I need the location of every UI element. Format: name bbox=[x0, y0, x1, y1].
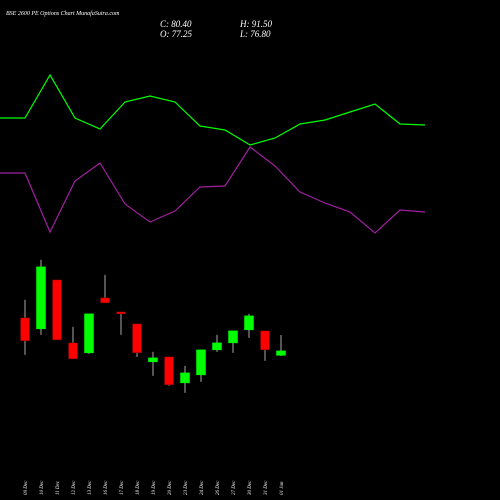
candle-body bbox=[180, 372, 190, 384]
x-tick-label: 17 Dec bbox=[120, 480, 125, 495]
candle-body bbox=[164, 356, 174, 386]
x-tick-label: 26 Dec bbox=[216, 480, 221, 495]
x-tick-label: 31 Dec bbox=[264, 480, 269, 495]
candle-body bbox=[228, 330, 238, 344]
x-tick-label: 10 Dec bbox=[40, 480, 45, 495]
candle-body bbox=[212, 342, 222, 351]
x-tick-label: 24 Dec bbox=[200, 480, 205, 495]
x-tick-label: 12 Dec bbox=[72, 480, 77, 495]
x-tick-label: 23 Dec bbox=[184, 480, 189, 495]
ohlc-high: H: 91.50 bbox=[239, 19, 272, 29]
candle-body bbox=[20, 317, 30, 342]
x-tick-label: 01 Jan bbox=[280, 481, 285, 495]
candle-body bbox=[132, 323, 142, 354]
x-tick-label: 30 Dec bbox=[248, 480, 253, 495]
x-tick-label: 16 Dec bbox=[104, 480, 109, 495]
x-tick-label: 20 Dec bbox=[168, 480, 173, 495]
candle-body bbox=[244, 315, 254, 331]
x-tick-label: 13 Dec bbox=[88, 480, 93, 495]
x-tick-label: 09 Dec bbox=[24, 480, 29, 495]
candle-body bbox=[36, 266, 46, 330]
x-tick-label: 11 Dec bbox=[56, 480, 61, 495]
x-tick-label: 19 Dec bbox=[152, 480, 157, 495]
ohlc-low: L: 76.80 bbox=[239, 29, 271, 39]
candle-body bbox=[84, 313, 94, 354]
candle-body bbox=[196, 349, 206, 376]
x-tick-label: 27 Dec bbox=[232, 480, 237, 495]
ohlc-close: C: 80.40 bbox=[160, 19, 192, 29]
indicator-line bbox=[0, 73, 426, 146]
candle-body bbox=[260, 330, 270, 351]
indicator-line bbox=[0, 146, 426, 234]
candle-body bbox=[148, 357, 158, 363]
candle-body bbox=[52, 279, 62, 341]
x-tick-label: 18 Dec bbox=[136, 480, 141, 495]
ohlc-open: O: 77.25 bbox=[160, 29, 192, 39]
candle-body bbox=[100, 297, 110, 304]
chart-title: BSE 2600 PE Options Chart MunafaSutra.co… bbox=[6, 10, 120, 17]
candle-body bbox=[276, 350, 286, 356]
candle-body bbox=[68, 342, 78, 360]
candle-body bbox=[116, 311, 126, 315]
